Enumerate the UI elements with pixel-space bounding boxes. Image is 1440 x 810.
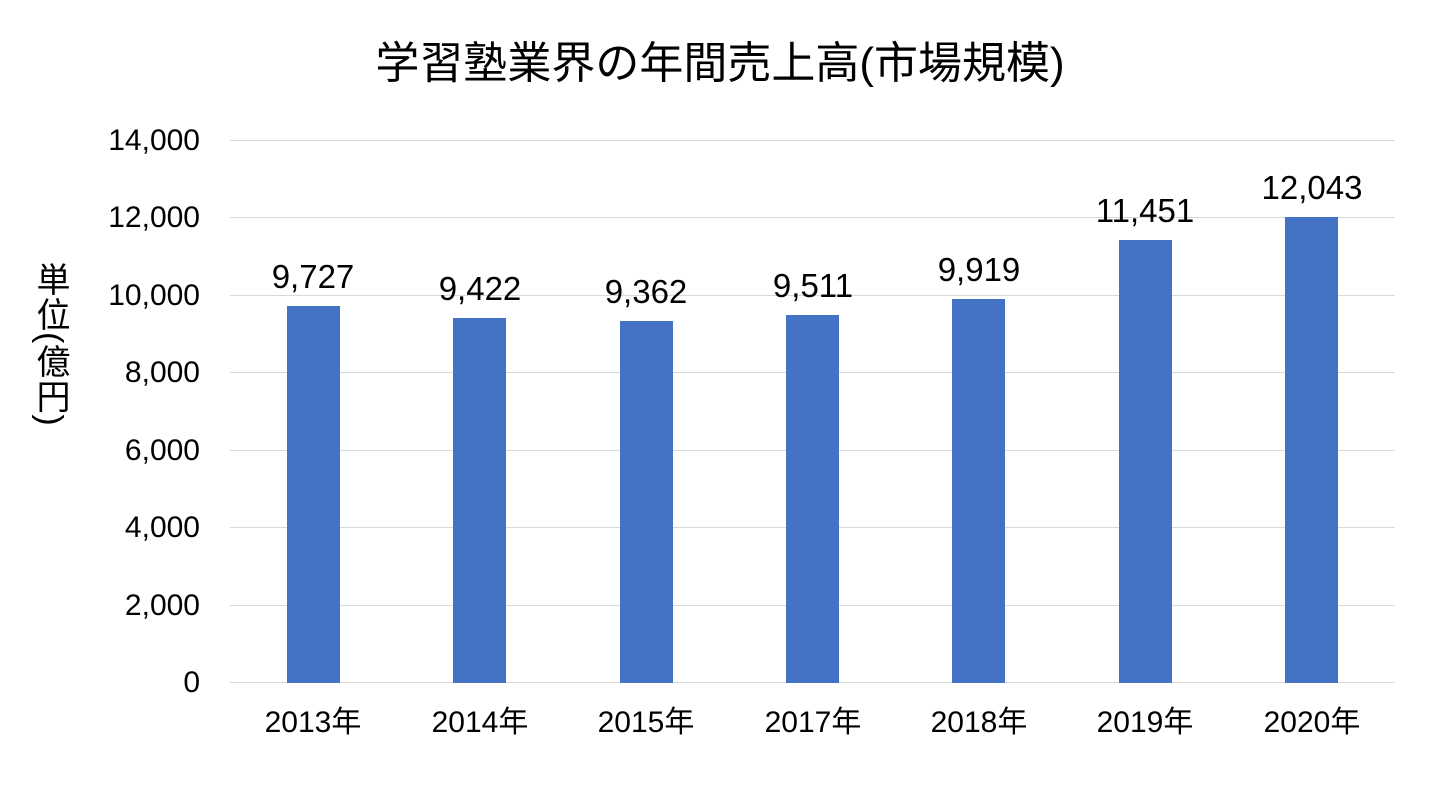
x-tick-label: 2017年	[764, 706, 862, 739]
data-label: 9,511	[772, 267, 854, 304]
y-tick-label: 4,000	[124, 511, 200, 544]
bar-2019年	[1119, 240, 1172, 683]
data-label: 9,422	[438, 270, 522, 307]
y-tick-label: 8,000	[124, 356, 200, 389]
y-axis-title: 単位(億円)	[31, 262, 69, 427]
x-tick-label: 2014年	[431, 706, 529, 739]
y-tick-label: 6,000	[124, 434, 200, 467]
bar-2013年	[287, 306, 340, 683]
x-tick-label: 2019年	[1096, 706, 1194, 739]
plot-area: 0 2,000 4,000 6,000 8,000 10,000 12,000 14,000 …	[108, 124, 1395, 739]
data-label: 11,451	[1095, 192, 1195, 229]
x-tick-label: 2015年	[597, 706, 695, 739]
data-label: 9,362	[604, 273, 688, 310]
bar-2018年	[952, 299, 1005, 683]
data-label: 9,919	[937, 251, 1021, 288]
bar-2014年	[453, 318, 506, 683]
y-tick-label: 2,000	[124, 589, 200, 622]
bar-2020年	[1285, 217, 1338, 683]
y-tick-label: 12,000	[108, 201, 200, 234]
bar-2015年	[620, 321, 673, 683]
chart-title: 学習塾業界の年間売上高(市場規模)	[375, 39, 1065, 88]
gridline	[230, 140, 1395, 141]
y-tick-label: 14,000	[108, 124, 200, 157]
x-tick-label: 2020年	[1263, 706, 1361, 739]
gridline	[230, 295, 1395, 296]
x-tick-label: 2018年	[930, 706, 1028, 739]
data-label: 12,043	[1261, 169, 1363, 206]
bar-2017年	[786, 315, 839, 683]
x-tick-label: 2013年	[264, 706, 362, 739]
y-tick-label: 10,000	[108, 279, 200, 312]
gridline	[230, 217, 1395, 218]
y-tick-label: 0	[183, 666, 200, 699]
data-label: 9,727	[271, 258, 355, 295]
